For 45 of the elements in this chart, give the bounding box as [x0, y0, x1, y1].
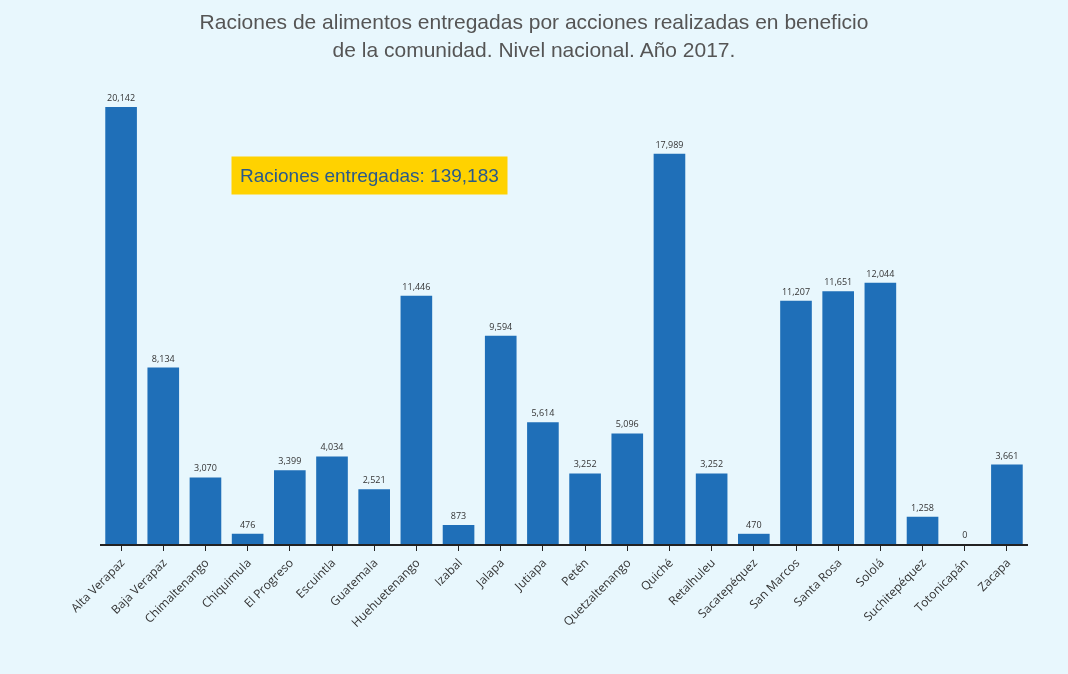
bar [906, 516, 939, 544]
chart-title: Raciones de alimentos entregadas por acciones realizadas en beneficio de la comunidad. Nivel nacional. Año 2017. [198, 9, 870, 63]
bar [653, 153, 686, 544]
bar [189, 477, 222, 544]
bar [695, 473, 728, 544]
annotation: Raciones entregadas: 139,183 [240, 165, 499, 186]
bar [316, 456, 348, 544]
data-label: 11,446 [402, 279, 431, 293]
bar [274, 470, 306, 544]
bar [147, 367, 180, 544]
bar [738, 533, 770, 544]
data-label: 1,258 [911, 500, 935, 514]
data-label: 3,252 [573, 457, 597, 471]
data-label: 0 [962, 528, 968, 541]
data-label: 11,207 [781, 284, 811, 298]
data-label: 17,989 [655, 137, 684, 151]
bar [569, 473, 601, 544]
data-label: 873 [450, 509, 467, 523]
data-label: 3,252 [700, 457, 724, 471]
data-label: 476 [239, 517, 256, 531]
bar [611, 433, 644, 544]
data-label: 5,096 [615, 417, 639, 431]
bar [780, 300, 812, 544]
data-label: 3,661 [995, 448, 1019, 462]
data-label: 2,521 [362, 473, 386, 487]
data-label: 12,044 [866, 266, 895, 280]
bar [231, 533, 264, 544]
data-label: 5,614 [531, 406, 555, 420]
data-label: 470 [746, 517, 762, 531]
data-label: 3,399 [278, 454, 302, 468]
bar [358, 489, 390, 544]
data-label: 11,651 [824, 275, 853, 289]
data-label: 8,134 [151, 351, 175, 365]
bar [400, 295, 433, 544]
data-label: 9,594 [489, 319, 513, 333]
bar [527, 422, 559, 544]
bar [105, 107, 137, 544]
data-label: 3,070 [193, 461, 217, 475]
data-label: 4,034 [320, 440, 344, 454]
bar [864, 282, 897, 544]
data-label: 20,142 [107, 91, 136, 104]
bar [442, 525, 475, 544]
bar [822, 291, 854, 544]
bar [991, 464, 1023, 544]
bar [484, 335, 517, 544]
